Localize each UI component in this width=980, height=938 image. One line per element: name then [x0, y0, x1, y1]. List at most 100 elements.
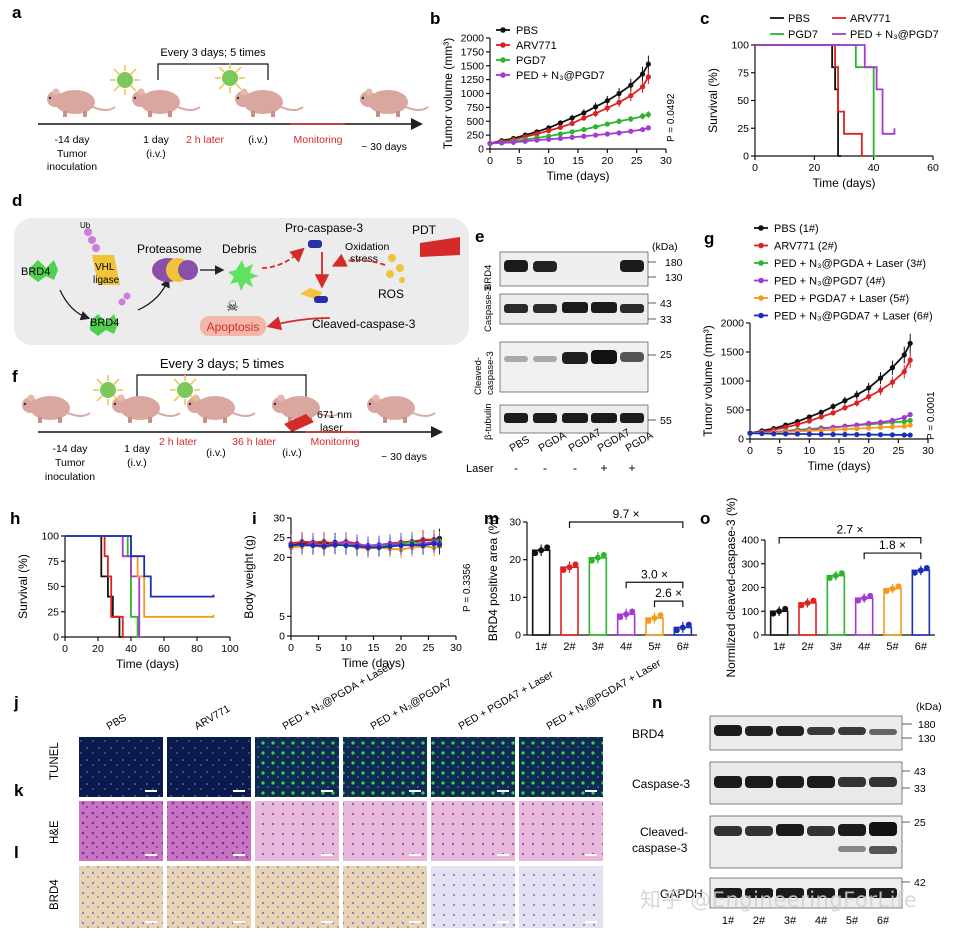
data-point [866, 394, 872, 400]
tunel-image [167, 737, 251, 797]
x-tick-label: 25 [423, 642, 435, 654]
data-point [901, 423, 907, 429]
data-point [628, 82, 634, 88]
data-point [546, 136, 552, 142]
data-point [673, 627, 680, 634]
legend-label: PGD7 [516, 55, 546, 67]
data-point [830, 431, 836, 437]
blot-tubulin [499, 404, 649, 434]
x-tick-label: 0 [288, 642, 294, 654]
he-image [431, 801, 515, 861]
legend-marker [758, 277, 764, 284]
chart-g: 0 500 1000 1500 2000 0 5 10 15 20 25 30 Time (days) T… [701, 223, 937, 473]
data-point [866, 420, 872, 426]
legend-label: ARV771 [850, 13, 891, 25]
y-tick-label: 25 [737, 123, 749, 135]
y-tick-label: 0 [738, 434, 744, 446]
legend-label: PED + PGDA7 + Laser (5#) [774, 293, 909, 305]
legend-label: PBS [516, 25, 538, 37]
y-tick-label: 1500 [461, 60, 485, 72]
f-t1b: Tumor [55, 457, 85, 469]
y-tick-label: 750 [466, 102, 484, 114]
e-lbl-brd4: BRD4 [483, 265, 494, 290]
he-image [255, 801, 339, 861]
data-point [557, 135, 564, 142]
he-image [519, 801, 603, 861]
n-row-cleaved2: caspase-3 [632, 841, 688, 855]
blot-cleaved-caspase3 [499, 341, 649, 393]
data-point [572, 561, 579, 568]
data-point [770, 610, 777, 617]
n-row-gapdh: GAPDH [660, 887, 703, 901]
survival-curve [65, 535, 127, 638]
data-point [623, 611, 630, 618]
watermark: 知乎 @EngineeringForLife [640, 888, 918, 912]
y-tick-label: 400 [741, 535, 759, 547]
mouse-icon [186, 393, 256, 424]
tunel-image [431, 737, 515, 797]
laser-mark: + [628, 461, 635, 475]
data-point [321, 543, 327, 549]
x-tick-label: 15 [368, 642, 380, 654]
he-image [343, 801, 427, 861]
x-tick-label: 20 [601, 155, 613, 167]
n-kda: (kDa) [916, 701, 942, 713]
x-tick-label: 60 [158, 643, 170, 655]
debris-icon [228, 260, 259, 291]
data-point [889, 379, 896, 385]
y-tick-label: 300 [741, 558, 759, 570]
d-brd4b: BRD4 [90, 317, 119, 329]
f-t8: ~ 30 days [381, 451, 427, 463]
x-tick-label: 40 [125, 643, 137, 655]
data-point [832, 572, 839, 579]
data-point [818, 409, 824, 415]
proteasome-icon [152, 258, 198, 282]
data-point [593, 104, 599, 110]
data-point [593, 124, 599, 130]
y-tick-label: 20 [273, 552, 285, 564]
y-tick-label: 250 [466, 130, 484, 142]
data-point [798, 602, 805, 609]
comparison-bracket [625, 581, 684, 589]
data-point [883, 588, 890, 595]
y-tick-label: 0 [743, 151, 749, 163]
survival-curve [65, 535, 143, 638]
mouse-icon [359, 87, 429, 118]
d-ub: Ub [80, 221, 91, 230]
e-lbl-cleaved2: caspase-3 [485, 351, 496, 395]
data-point [544, 544, 551, 551]
laser-mark: - [573, 461, 577, 475]
p-value: P = 0.0492 [666, 93, 677, 142]
fold-change-label: 1.8 × [879, 538, 906, 552]
data-point [616, 90, 622, 97]
data-point [639, 71, 646, 77]
a-t1: -14 day [54, 134, 90, 146]
data-point [639, 126, 646, 133]
data-point [901, 432, 907, 438]
n-m43: 43 [914, 766, 926, 778]
data-point [889, 417, 896, 424]
d-procasp: Pro-caspase-3 [285, 221, 363, 235]
tunel-image [79, 737, 163, 797]
panel-a: a Every 3 days; 5 times -14 day Tumor in… [12, 3, 429, 173]
brd4-ihc-image [431, 866, 515, 928]
category-label: 2# [801, 641, 814, 653]
x-axis-label: Time (days) [808, 459, 871, 473]
x-tick-label: 30 [450, 642, 462, 654]
x-tick-label: 80 [191, 643, 203, 655]
data-point [581, 126, 587, 133]
data-point [842, 426, 848, 432]
n-m130: 130 [918, 733, 936, 745]
bar [560, 566, 579, 636]
data-point [409, 542, 415, 548]
panel-h-label: h [10, 509, 20, 528]
data-point [566, 564, 573, 571]
y-tick-label: 0 [53, 632, 59, 644]
bar [854, 597, 874, 636]
data-point [855, 597, 862, 604]
survival-curve [755, 44, 877, 157]
x-tick-label: 10 [340, 642, 352, 654]
a-t2b: (i.v.) [146, 148, 166, 160]
data-point [866, 385, 872, 391]
mouse-icon [366, 393, 436, 424]
